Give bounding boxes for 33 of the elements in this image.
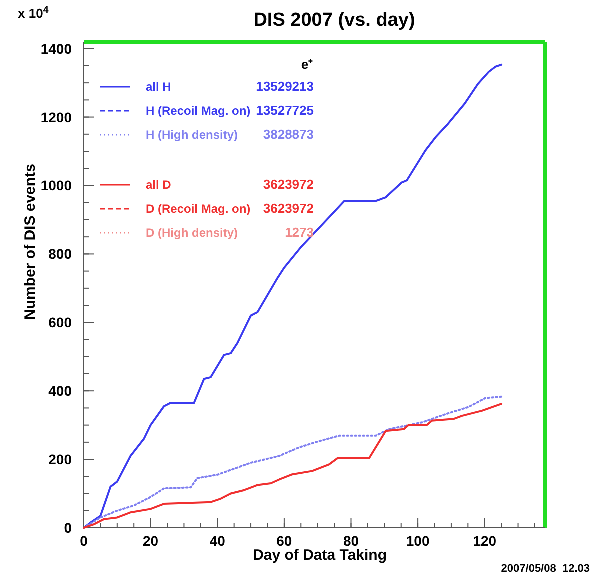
x-tick-label: 20 (143, 533, 159, 549)
annotation: 1273 (285, 225, 314, 240)
x-tick-label: 60 (276, 533, 292, 549)
annotation: 13529213 (256, 79, 314, 94)
x-tick-label: 80 (343, 533, 360, 549)
annotation: 3623972 (263, 177, 314, 192)
chart-title: DIS 2007 (vs. day) (254, 10, 416, 31)
legend-label: H (High density) (146, 128, 238, 142)
annotation: 13527725 (256, 103, 314, 118)
legend-label: H (Recoil Mag. on) (146, 104, 251, 118)
legend-label: D (High density) (146, 226, 238, 240)
x-tick-label: 120 (473, 533, 497, 549)
annotation: 3828873 (263, 127, 314, 142)
text: 2007/05/08 12.03 (501, 563, 590, 575)
x-tick-label: 40 (210, 533, 226, 549)
x-tick-label: 0 (80, 533, 88, 549)
y-tick-label: 0 (64, 520, 72, 536)
y-tick-label: 600 (48, 314, 72, 331)
x-tick-label: 100 (406, 533, 430, 549)
annotation: 3623972 (263, 201, 314, 216)
legend-label: all H (146, 80, 172, 94)
legend-label: D (Recoil Mag. on) (146, 202, 251, 216)
y-tick-label: 1000 (40, 178, 72, 194)
legend-label: all D (146, 178, 172, 192)
annotation: e⁺ (301, 57, 314, 72)
y-tick-label: 800 (48, 246, 72, 262)
x-axis-title: Day of Data Taking (253, 547, 387, 564)
y-tick-label: 1400 (40, 40, 72, 57)
y-tick-label: 200 (48, 452, 72, 468)
text: x 10$^{4}$ (18, 4, 50, 21)
y-axis-title: Number of DIS events (22, 164, 39, 320)
y-tick-label: 400 (48, 383, 72, 400)
y-tick-label: 1200 (40, 109, 72, 126)
